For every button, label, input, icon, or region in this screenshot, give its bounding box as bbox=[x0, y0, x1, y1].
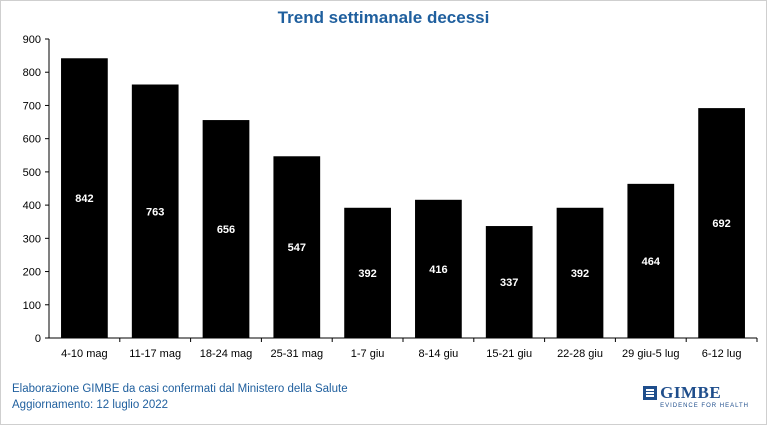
bar-value-label: 842 bbox=[75, 193, 93, 205]
x-tick-label: 11-17 mag bbox=[129, 348, 181, 360]
bar bbox=[273, 156, 321, 338]
gimbe-logo: GIMBE EVIDENCE FOR HEALTH bbox=[643, 383, 749, 409]
bar bbox=[556, 207, 604, 338]
x-tick-label: 1-7 giu bbox=[351, 348, 385, 360]
gimbe-logo-name: GIMBE bbox=[660, 383, 722, 402]
bar-value-label: 547 bbox=[288, 242, 306, 254]
x-tick-label: 8-14 giu bbox=[419, 348, 459, 360]
bar-value-label: 392 bbox=[571, 268, 589, 280]
y-tick-label: 500 bbox=[23, 167, 41, 179]
y-tick-label: 200 bbox=[23, 267, 41, 279]
y-tick-label: 0 bbox=[35, 333, 41, 345]
bar bbox=[485, 226, 533, 338]
y-tick-label: 900 bbox=[23, 34, 41, 46]
x-tick-label: 4-10 mag bbox=[61, 348, 107, 360]
y-tick-label: 600 bbox=[23, 134, 41, 146]
x-tick-label: 18-24 mag bbox=[200, 348, 253, 360]
y-tick-label: 400 bbox=[23, 200, 41, 212]
footer-source: Elaborazione GIMBE da casi confermati da… bbox=[12, 383, 348, 395]
y-tick-label: 100 bbox=[23, 300, 41, 312]
chart-title: Trend settimanale decessi bbox=[277, 8, 490, 27]
x-tick-label: 6-12 lug bbox=[702, 348, 742, 360]
bar-value-label: 464 bbox=[642, 256, 661, 268]
bar bbox=[344, 207, 391, 338]
x-tick-label: 15-21 giu bbox=[486, 348, 532, 360]
y-tick-label: 800 bbox=[23, 67, 41, 79]
x-tick-label: 22-28 giu bbox=[557, 348, 603, 360]
footer-updated: Aggiornamento: 12 luglio 2022 bbox=[12, 399, 169, 411]
bar-value-label: 763 bbox=[146, 206, 164, 218]
bar bbox=[61, 58, 108, 338]
bar bbox=[202, 120, 250, 338]
bar-value-label: 656 bbox=[217, 224, 235, 236]
bar-value-label: 392 bbox=[358, 268, 376, 280]
bars-group: 842 763 656 547 392 416 337 392 464 692 bbox=[61, 58, 745, 339]
gimbe-logo-tagline: EVIDENCE FOR HEALTH bbox=[660, 403, 749, 409]
x-tick-label: 25-31 mag bbox=[271, 348, 324, 360]
bar bbox=[415, 199, 462, 338]
y-tick-label: 700 bbox=[23, 100, 41, 112]
y-axis: 0 100 200 300 400 500 600 700 800 900 bbox=[23, 34, 50, 345]
bar-value-label: 416 bbox=[429, 264, 447, 276]
bar-value-label: 337 bbox=[500, 277, 518, 289]
x-tick-label: 29 giu-5 lug bbox=[622, 348, 680, 360]
gimbe-logo-icon bbox=[643, 386, 658, 400]
bar-value-label: 692 bbox=[712, 218, 730, 230]
bar bbox=[627, 183, 675, 338]
y-tick-label: 300 bbox=[23, 233, 41, 245]
bar bbox=[131, 84, 179, 339]
x-axis: 4-10 mag 11-17 mag 18-24 mag 25-31 mag 1-7 g… bbox=[49, 337, 758, 360]
footer: Elaborazione GIMBE da casi confermati da… bbox=[12, 381, 348, 413]
bar bbox=[698, 108, 745, 338]
